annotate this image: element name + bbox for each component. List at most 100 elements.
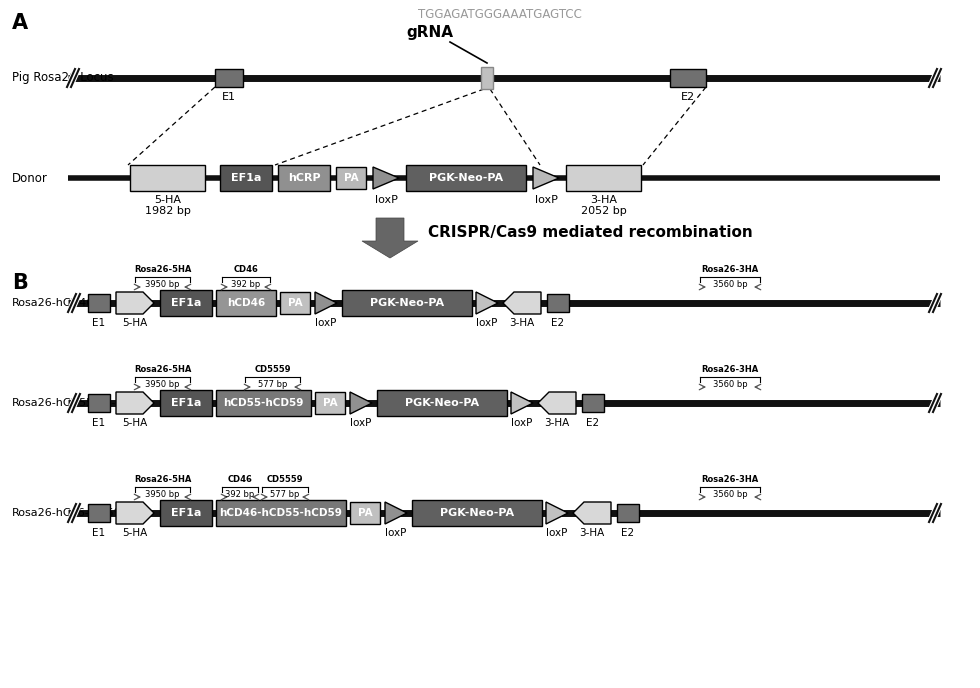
Text: PGK-Neo-PA: PGK-Neo-PA bbox=[440, 508, 514, 518]
Bar bbox=[481, 67, 493, 89]
Bar bbox=[160, 390, 212, 416]
Bar bbox=[406, 165, 526, 191]
Text: 3950 bp: 3950 bp bbox=[145, 280, 179, 289]
Text: PGK-Neo-PA: PGK-Neo-PA bbox=[405, 398, 479, 408]
Bar bbox=[280, 292, 310, 314]
Text: 3-HA: 3-HA bbox=[590, 195, 617, 205]
Bar bbox=[377, 390, 507, 416]
Text: 3-HA: 3-HA bbox=[579, 528, 605, 538]
Bar bbox=[160, 290, 212, 316]
Text: E1: E1 bbox=[92, 318, 106, 328]
Text: 3560 bp: 3560 bp bbox=[712, 280, 748, 289]
Text: E2: E2 bbox=[681, 92, 695, 102]
Text: E1: E1 bbox=[92, 418, 106, 428]
Text: Rosa26-hCD46-KI: Rosa26-hCD46-KI bbox=[12, 298, 109, 308]
Text: PA: PA bbox=[344, 173, 359, 183]
Text: CD5559: CD5559 bbox=[267, 475, 303, 484]
Text: hCD46-hCD55-hCD59: hCD46-hCD55-hCD59 bbox=[220, 508, 342, 518]
Text: CRISPR/Cas9 mediated recombination: CRISPR/Cas9 mediated recombination bbox=[428, 225, 753, 240]
Bar bbox=[350, 502, 380, 524]
Bar bbox=[670, 69, 706, 87]
Polygon shape bbox=[573, 502, 611, 524]
Polygon shape bbox=[546, 502, 568, 524]
Polygon shape bbox=[350, 392, 372, 414]
Text: A: A bbox=[12, 13, 28, 33]
Text: loxP: loxP bbox=[534, 195, 558, 205]
Text: B: B bbox=[12, 273, 27, 293]
Text: Rosa26-5HA: Rosa26-5HA bbox=[134, 365, 191, 374]
Text: loxP: loxP bbox=[512, 418, 533, 428]
Bar bbox=[216, 500, 346, 526]
Text: 392 bp: 392 bp bbox=[231, 280, 261, 289]
Bar bbox=[88, 294, 110, 312]
Text: Donor: Donor bbox=[12, 171, 48, 184]
Text: Rosa26-hC46-55-59-KI: Rosa26-hC46-55-59-KI bbox=[12, 508, 136, 518]
Text: 577 bp: 577 bp bbox=[270, 490, 300, 499]
Text: loxP: loxP bbox=[374, 195, 398, 205]
Polygon shape bbox=[503, 292, 541, 314]
Text: loxP: loxP bbox=[476, 318, 498, 328]
Bar bbox=[130, 165, 205, 191]
Text: 3950 bp: 3950 bp bbox=[145, 380, 179, 389]
Text: 392 bp: 392 bp bbox=[225, 490, 255, 499]
Polygon shape bbox=[538, 392, 576, 414]
Text: PGK-Neo-PA: PGK-Neo-PA bbox=[429, 173, 503, 183]
Text: 5-HA: 5-HA bbox=[122, 318, 148, 328]
Text: 1982 bp: 1982 bp bbox=[145, 206, 190, 216]
Text: 3-HA: 3-HA bbox=[544, 418, 569, 428]
Text: CD46: CD46 bbox=[227, 475, 253, 484]
Text: gRNA: gRNA bbox=[407, 25, 454, 40]
Text: loxP: loxP bbox=[546, 528, 567, 538]
Text: loxP: loxP bbox=[316, 318, 337, 328]
Polygon shape bbox=[362, 218, 418, 258]
Text: 577 bp: 577 bp bbox=[258, 380, 287, 389]
Text: Rosa26-3HA: Rosa26-3HA bbox=[702, 365, 759, 374]
Bar bbox=[88, 504, 110, 522]
Text: 3560 bp: 3560 bp bbox=[712, 380, 748, 389]
Polygon shape bbox=[476, 292, 498, 314]
Text: 5-HA: 5-HA bbox=[154, 195, 181, 205]
Bar bbox=[216, 290, 276, 316]
Bar bbox=[215, 69, 243, 87]
Text: 5-HA: 5-HA bbox=[122, 528, 148, 538]
Bar bbox=[566, 165, 641, 191]
Text: PA: PA bbox=[288, 298, 302, 308]
Text: E1: E1 bbox=[92, 528, 106, 538]
Bar bbox=[160, 500, 212, 526]
Bar bbox=[88, 394, 110, 412]
Text: PGK-Neo-PA: PGK-Neo-PA bbox=[369, 298, 444, 308]
Bar bbox=[547, 294, 569, 312]
Text: PA: PA bbox=[358, 508, 372, 518]
Text: EF1a: EF1a bbox=[171, 398, 201, 408]
Bar bbox=[315, 392, 345, 414]
Text: Rosa26-3HA: Rosa26-3HA bbox=[702, 475, 759, 484]
Text: 5-HA: 5-HA bbox=[122, 418, 148, 428]
Text: E2: E2 bbox=[586, 418, 600, 428]
Text: EF1a: EF1a bbox=[231, 173, 262, 183]
Text: 3950 bp: 3950 bp bbox=[145, 490, 179, 499]
Polygon shape bbox=[315, 292, 337, 314]
Text: loxP: loxP bbox=[350, 418, 371, 428]
Text: CD46: CD46 bbox=[233, 265, 259, 274]
Polygon shape bbox=[116, 502, 154, 524]
Text: E2: E2 bbox=[621, 528, 635, 538]
Polygon shape bbox=[116, 292, 154, 314]
Bar bbox=[278, 165, 330, 191]
Text: EF1a: EF1a bbox=[171, 298, 201, 308]
Text: TGGAGATGGGAAATGAGTCC: TGGAGATGGGAAATGAGTCC bbox=[418, 8, 582, 21]
Bar bbox=[412, 500, 542, 526]
Text: Rosa26-3HA: Rosa26-3HA bbox=[702, 265, 759, 274]
Bar bbox=[220, 165, 272, 191]
Polygon shape bbox=[385, 502, 407, 524]
Text: loxP: loxP bbox=[385, 528, 407, 538]
Text: EF1a: EF1a bbox=[171, 508, 201, 518]
Text: Rosa26-5HA: Rosa26-5HA bbox=[134, 475, 191, 484]
Text: E2: E2 bbox=[552, 318, 564, 328]
Text: 2052 bp: 2052 bp bbox=[580, 206, 626, 216]
Bar bbox=[336, 167, 366, 189]
Polygon shape bbox=[533, 167, 559, 189]
Text: 3-HA: 3-HA bbox=[510, 318, 535, 328]
Bar bbox=[216, 390, 311, 416]
Text: Pig Rosa26 Locus: Pig Rosa26 Locus bbox=[12, 72, 114, 85]
Text: hCD55-hCD59: hCD55-hCD59 bbox=[223, 398, 304, 408]
